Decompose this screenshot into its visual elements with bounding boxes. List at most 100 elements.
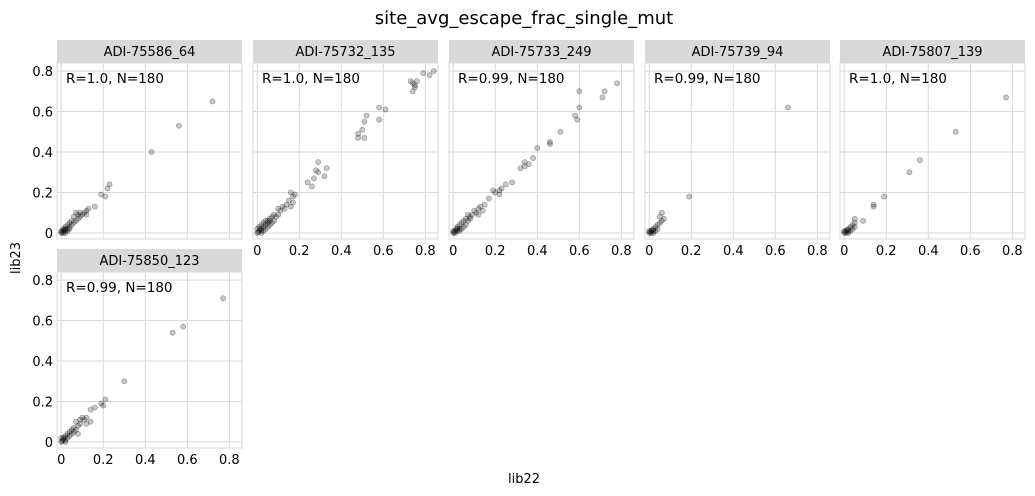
data-point [654,225,661,232]
data-point [64,221,71,228]
data-point [860,217,867,224]
data-point [59,229,66,235]
facet-strip [449,40,634,63]
facet-strip-label: ADI-75850_123 [99,254,199,269]
data-point [77,209,84,216]
data-point [521,163,528,170]
data-point [266,217,273,224]
data-point [61,226,68,233]
data-point [271,211,277,218]
plot-area [56,62,243,240]
data-point [68,217,75,224]
facet-strip [57,40,242,63]
x-tick-label: 0.2 [485,244,506,259]
data-point [266,215,273,222]
data-point [290,199,296,206]
data-point [66,225,73,232]
data-point [517,165,524,172]
data-point [290,193,296,200]
facet-panel: ADI-75732_135 R=1.0, N=180 0 0.2 0.4 0.6 0.8 [252,40,439,259]
data-point [870,203,877,210]
data-point [576,88,583,95]
data-point [98,400,105,407]
data-point [73,217,79,224]
data-point [266,221,273,228]
data-point [102,396,109,403]
data-point [471,207,478,214]
data-point [652,228,659,234]
data-point [465,217,471,224]
data-point [460,217,467,224]
data-point [841,230,848,236]
data-point [73,418,79,425]
data-point [460,223,467,230]
y-tick-label: 0.6 [32,106,53,121]
data-point [473,209,480,216]
data-point [73,426,79,433]
plot-area [448,62,635,240]
data-point [881,193,888,200]
data-point [462,221,469,228]
data-point [62,225,69,232]
data-point [104,185,111,192]
x-tick-label: 0.6 [569,244,590,259]
data-point [209,98,216,105]
data-point [647,229,654,235]
facet-strip-label: ADI-75733_249 [491,45,591,60]
data-point [450,228,457,234]
data-point [262,217,269,224]
data-point [260,228,267,234]
data-point [652,223,659,230]
facet-strip-label: ADI-75732_135 [295,45,395,60]
data-point [525,161,532,168]
data-point [58,228,65,234]
x-tick-label: 0 [645,244,653,259]
data-point [411,82,418,89]
data-point [648,228,655,234]
data-point [315,159,322,166]
y-tick-label: 0 [45,436,53,451]
data-point [496,187,503,194]
data-point [614,80,621,87]
data-point [469,211,476,218]
data-point [361,134,368,141]
data-point [646,228,653,234]
y-axis-label: lib23 [9,242,24,274]
data-point [102,193,109,200]
data-point [258,230,265,236]
data-point [599,94,606,101]
data-point [407,78,414,85]
data-point [60,228,67,234]
data-point [75,211,81,218]
data-point [450,230,457,236]
data-point [376,116,383,123]
data-point [283,201,290,208]
data-point [355,130,362,137]
data-point [430,68,437,74]
data-point [1003,94,1009,101]
data-point [87,418,94,425]
data-point [79,211,86,218]
data-point [66,219,73,226]
data-point [264,223,271,230]
chart-title: site_avg_escape_frac_single_mut [375,8,673,29]
data-point [258,221,265,228]
data-point [271,217,277,224]
data-point [851,219,858,226]
data-point [467,215,473,222]
facet-annotation: R=1.0, N=180 [849,71,947,87]
data-point [62,230,69,236]
data-point [70,213,77,220]
data-point [62,223,69,230]
data-point [64,225,71,232]
data-point [255,229,262,235]
data-point [260,223,267,230]
data-point [498,185,505,192]
data-point [456,221,463,228]
data-point [658,209,665,216]
data-point [496,191,503,198]
data-point [258,225,265,232]
data-point [557,128,564,135]
data-point [121,378,128,385]
